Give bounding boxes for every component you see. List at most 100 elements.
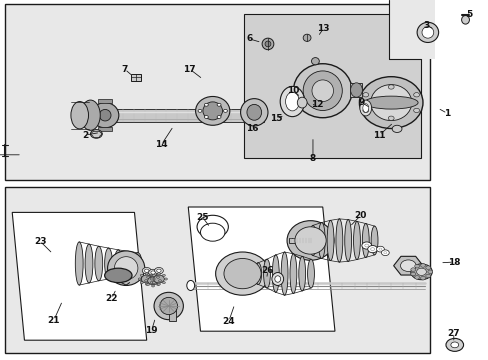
- Text: 25: 25: [196, 213, 209, 222]
- Ellipse shape: [142, 267, 151, 274]
- Ellipse shape: [156, 283, 159, 285]
- Ellipse shape: [152, 282, 155, 284]
- Ellipse shape: [158, 280, 161, 282]
- Ellipse shape: [217, 103, 221, 106]
- Ellipse shape: [150, 274, 153, 276]
- Text: 24: 24: [222, 317, 235, 325]
- Ellipse shape: [75, 242, 83, 285]
- Ellipse shape: [387, 116, 393, 120]
- Ellipse shape: [410, 264, 431, 280]
- Ellipse shape: [114, 257, 138, 280]
- Ellipse shape: [294, 227, 325, 254]
- Text: 15: 15: [269, 114, 282, 123]
- Bar: [5, 187, 429, 353]
- Ellipse shape: [381, 250, 388, 256]
- Ellipse shape: [162, 282, 165, 284]
- Ellipse shape: [124, 251, 132, 276]
- Ellipse shape: [370, 248, 374, 251]
- Ellipse shape: [224, 258, 261, 289]
- Ellipse shape: [359, 100, 371, 116]
- Ellipse shape: [359, 77, 422, 129]
- Ellipse shape: [144, 269, 148, 272]
- Ellipse shape: [240, 99, 267, 126]
- Ellipse shape: [281, 252, 287, 295]
- Polygon shape: [188, 207, 334, 331]
- Ellipse shape: [147, 277, 158, 285]
- Ellipse shape: [286, 221, 333, 260]
- Text: 14: 14: [155, 140, 167, 149]
- Ellipse shape: [154, 267, 163, 274]
- Ellipse shape: [151, 275, 154, 277]
- Text: 12: 12: [310, 100, 323, 109]
- Ellipse shape: [264, 41, 270, 47]
- Ellipse shape: [414, 276, 419, 279]
- Ellipse shape: [156, 269, 161, 272]
- Text: 5: 5: [466, 10, 471, 19]
- Text: 20: 20: [354, 211, 366, 220]
- Ellipse shape: [71, 102, 88, 129]
- Ellipse shape: [95, 246, 102, 281]
- Ellipse shape: [164, 278, 167, 280]
- Ellipse shape: [298, 256, 305, 291]
- Ellipse shape: [150, 278, 153, 280]
- Ellipse shape: [383, 252, 386, 254]
- Ellipse shape: [141, 275, 152, 283]
- Ellipse shape: [104, 248, 112, 279]
- Ellipse shape: [156, 276, 159, 278]
- Ellipse shape: [146, 283, 149, 285]
- Ellipse shape: [410, 268, 415, 271]
- Ellipse shape: [326, 220, 333, 261]
- Ellipse shape: [362, 104, 368, 112]
- Ellipse shape: [204, 103, 208, 106]
- Ellipse shape: [335, 219, 342, 262]
- Ellipse shape: [91, 103, 119, 128]
- Ellipse shape: [293, 64, 351, 118]
- Ellipse shape: [263, 259, 270, 288]
- Bar: [168, 306, 176, 321]
- Ellipse shape: [153, 275, 164, 283]
- Ellipse shape: [420, 264, 425, 267]
- Text: 6: 6: [246, 34, 252, 43]
- Ellipse shape: [138, 278, 141, 280]
- Ellipse shape: [425, 266, 430, 269]
- Text: 7: 7: [121, 65, 128, 74]
- Text: 10: 10: [286, 86, 299, 95]
- Ellipse shape: [309, 225, 316, 256]
- Text: 3: 3: [423, 21, 429, 30]
- Ellipse shape: [450, 342, 458, 348]
- Ellipse shape: [152, 278, 155, 280]
- Ellipse shape: [145, 273, 148, 275]
- Ellipse shape: [85, 244, 93, 283]
- Ellipse shape: [254, 263, 261, 284]
- Ellipse shape: [350, 83, 362, 97]
- Ellipse shape: [262, 38, 273, 50]
- Ellipse shape: [140, 282, 143, 284]
- Ellipse shape: [152, 274, 155, 276]
- Ellipse shape: [134, 253, 142, 274]
- Ellipse shape: [370, 226, 377, 255]
- Ellipse shape: [400, 260, 415, 271]
- Ellipse shape: [303, 34, 310, 41]
- Text: 8: 8: [309, 154, 315, 163]
- Text: 2: 2: [82, 130, 88, 139]
- Ellipse shape: [151, 285, 154, 287]
- Polygon shape: [12, 212, 146, 340]
- Ellipse shape: [280, 86, 304, 117]
- Ellipse shape: [146, 276, 149, 278]
- Ellipse shape: [303, 71, 342, 111]
- Ellipse shape: [318, 222, 325, 258]
- Ellipse shape: [391, 125, 401, 132]
- Text: 27: 27: [447, 328, 459, 338]
- Bar: [98, 99, 112, 103]
- Ellipse shape: [148, 269, 157, 276]
- Ellipse shape: [217, 116, 221, 118]
- Ellipse shape: [198, 109, 202, 112]
- Bar: [98, 127, 112, 131]
- Bar: [244, 14, 420, 158]
- Ellipse shape: [410, 272, 415, 276]
- Ellipse shape: [427, 270, 432, 274]
- Text: 23: 23: [34, 237, 46, 246]
- Ellipse shape: [367, 246, 377, 253]
- Bar: [131, 74, 141, 81]
- Ellipse shape: [195, 96, 229, 125]
